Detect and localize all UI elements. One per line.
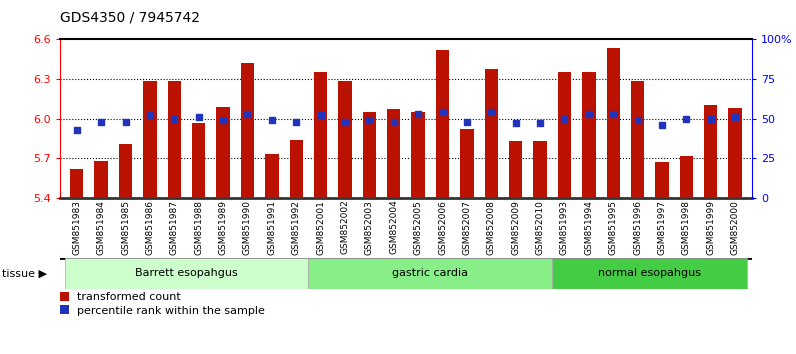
Text: normal esopahgus: normal esopahgus [599,268,701,279]
Bar [607,48,620,198]
Bar [192,122,205,198]
Bar [119,144,132,198]
Bar [655,162,669,198]
Bar [217,107,230,198]
Text: tissue ▶: tissue ▶ [2,268,47,279]
Bar [533,141,547,198]
Bar [485,69,498,198]
Bar [168,81,181,198]
Text: Barrett esopahgus: Barrett esopahgus [135,268,238,279]
Bar [558,72,572,198]
Legend: transformed count, percentile rank within the sample: transformed count, percentile rank withi… [60,292,265,316]
Bar [265,154,279,198]
Bar [436,50,449,198]
Bar [290,140,303,198]
Bar [680,156,693,198]
Bar [70,169,84,198]
Bar [363,112,376,198]
Bar [240,63,254,198]
Bar [704,105,717,198]
Text: gastric cardia: gastric cardia [392,268,468,279]
Bar [509,141,522,198]
Bar [387,109,400,198]
Bar [314,72,327,198]
Bar [728,108,742,198]
Bar [338,81,352,198]
Bar [631,81,644,198]
Bar [308,258,552,289]
Bar [552,258,747,289]
Bar [95,161,108,198]
Bar [460,129,474,198]
Bar [64,258,308,289]
Bar [412,112,425,198]
Bar [143,81,157,198]
Text: GDS4350 / 7945742: GDS4350 / 7945742 [60,11,200,25]
Bar [582,72,595,198]
